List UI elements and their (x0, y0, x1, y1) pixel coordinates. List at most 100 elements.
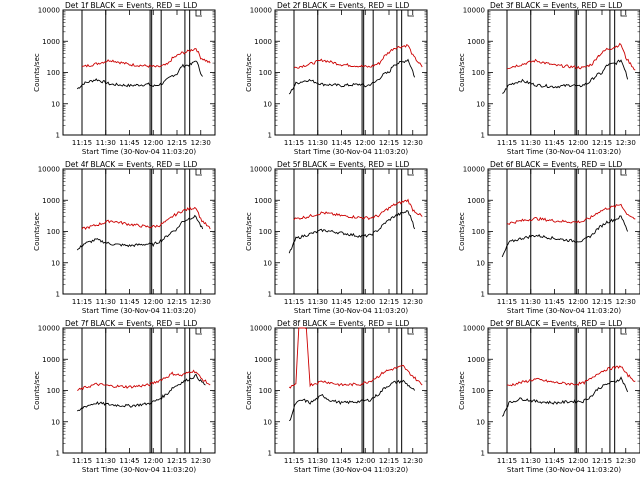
x-tick-label: 12:15 (379, 298, 399, 306)
marker-bracket (407, 328, 414, 335)
y-tick-label: 1000 (467, 38, 485, 46)
plot-frame (274, 9, 428, 136)
y-tick-label: 1000 (42, 38, 60, 46)
chart-panel-6: Det 6f BLACK = Events, RED = LLD 1 10 100 10… (458, 160, 640, 315)
y-tick-label: 10000 (250, 325, 272, 333)
y-tick-label: 10000 (463, 7, 485, 15)
x-tick-label: 12:15 (379, 457, 399, 465)
chart-title: Det 4f BLACK = Events, RED = LLD (65, 160, 198, 169)
x-axis-label: Start Time (30-Nov-04 11:03:20) (82, 148, 196, 156)
y-tick-label: 100 (472, 387, 485, 395)
y-tick-label: 1 (268, 291, 272, 299)
y-tick-label: 10000 (38, 325, 60, 333)
x-tick-label: 12:30 (616, 139, 636, 147)
x-tick-label: 11:30 (521, 139, 541, 147)
x-tick-label: 11:15 (72, 457, 92, 465)
events-series-line (501, 215, 629, 258)
x-tick-label: 11:30 (96, 298, 116, 306)
x-axis-label: Start Time (30-Nov-04 11:03:20) (507, 148, 621, 156)
y-tick-label: 10 (476, 100, 485, 108)
lld-series-line (293, 198, 423, 221)
x-tick-label: 11:45 (119, 457, 139, 465)
x-tick-label: 11:45 (544, 457, 564, 465)
x-tick-label: 12:00 (143, 139, 163, 147)
x-tick-label: 11:15 (497, 139, 517, 147)
y-tick-label: 10 (476, 259, 485, 267)
chart-title: Det 2f BLACK = Events, RED = LLD (277, 1, 410, 10)
x-tick-label: 11:15 (72, 139, 92, 147)
plot-frame (487, 327, 640, 454)
y-tick-label: 1 (56, 291, 60, 299)
y-tick-label: 10 (476, 418, 485, 426)
x-tick-label: 12:30 (616, 298, 636, 306)
y-axis-label: Counts/sec (458, 371, 466, 410)
lld-series-line (293, 43, 423, 69)
marker-bracket (195, 328, 202, 335)
y-axis-label: Counts/sec (33, 212, 41, 251)
y-tick-label: 10 (263, 100, 272, 108)
y-tick-label: 1000 (467, 197, 485, 205)
events-series-line (502, 59, 629, 94)
x-tick-label: 12:00 (355, 139, 375, 147)
y-tick-label: 1 (56, 450, 60, 458)
x-tick-label: 11:15 (284, 298, 304, 306)
x-tick-label: 12:00 (355, 298, 375, 306)
x-tick-label: 11:30 (521, 298, 541, 306)
chart-title: Det 1f BLACK = Events, RED = LLD (65, 1, 198, 10)
y-tick-label: 10000 (463, 325, 485, 333)
x-tick-label: 11:30 (308, 139, 328, 147)
x-tick-label: 12:00 (143, 457, 163, 465)
x-tick-label: 11:15 (284, 457, 304, 465)
events-series-line (288, 210, 416, 254)
x-tick-label: 12:15 (592, 298, 612, 306)
x-tick-label: 11:45 (331, 457, 351, 465)
y-tick-label: 1 (268, 132, 272, 140)
x-tick-label: 11:45 (331, 139, 351, 147)
marker-bracket (620, 10, 627, 17)
chart-title: Det 8f BLACK = Events, RED = LLD (277, 319, 410, 328)
y-tick-label: 100 (47, 228, 60, 236)
events-series-line (76, 373, 206, 412)
plot-frame (62, 327, 216, 454)
chart-title: Det 6f BLACK = Events, RED = LLD (490, 160, 623, 169)
marker-bracket (407, 169, 414, 176)
y-tick-label: 10 (51, 418, 60, 426)
lld-series-line (81, 206, 211, 230)
x-tick-label: 12:30 (616, 457, 636, 465)
events-series-line (288, 58, 416, 95)
x-tick-label: 11:30 (96, 139, 116, 147)
x-axis-label: Start Time (30-Nov-04 11:03:20) (294, 307, 408, 315)
chart-title: Det 7f BLACK = Events, RED = LLD (65, 319, 198, 328)
x-tick-label: 12:15 (379, 139, 399, 147)
x-tick-label: 12:15 (592, 139, 612, 147)
y-tick-label: 100 (259, 228, 272, 236)
x-tick-label: 11:45 (544, 139, 564, 147)
y-axis-label: Counts/sec (245, 212, 253, 251)
x-tick-label: 12:30 (403, 298, 423, 306)
x-axis-label: Start Time (30-Nov-04 11:03:20) (507, 307, 621, 315)
marker-bracket (195, 10, 202, 17)
y-axis-label: Counts/sec (458, 53, 466, 92)
chart-panel-5: Det 5f BLACK = Events, RED = LLD 1 10 100 10… (245, 160, 428, 315)
y-tick-label: 100 (259, 69, 272, 77)
x-tick-label: 11:45 (544, 298, 564, 306)
y-tick-label: 10 (51, 100, 60, 108)
plot-frame (487, 168, 640, 295)
chart-panel-7: Det 7f BLACK = Events, RED = LLD 1 10 100 10… (33, 319, 216, 474)
x-tick-label: 12:30 (403, 139, 423, 147)
x-axis-label: Start Time (30-Nov-04 11:03:20) (507, 466, 621, 474)
marker-bracket (620, 328, 627, 335)
marker-bracket (620, 169, 627, 176)
x-tick-label: 11:45 (119, 298, 139, 306)
plot-frame (62, 9, 216, 136)
y-tick-label: 10 (263, 418, 272, 426)
y-tick-label: 1 (481, 291, 485, 299)
lld-series-line (506, 365, 636, 387)
x-tick-label: 11:15 (497, 298, 517, 306)
events-series-line (76, 60, 203, 90)
y-tick-label: 10000 (250, 166, 272, 174)
x-tick-label: 11:30 (96, 457, 116, 465)
x-tick-label: 12:30 (191, 457, 211, 465)
y-tick-label: 100 (47, 387, 60, 395)
